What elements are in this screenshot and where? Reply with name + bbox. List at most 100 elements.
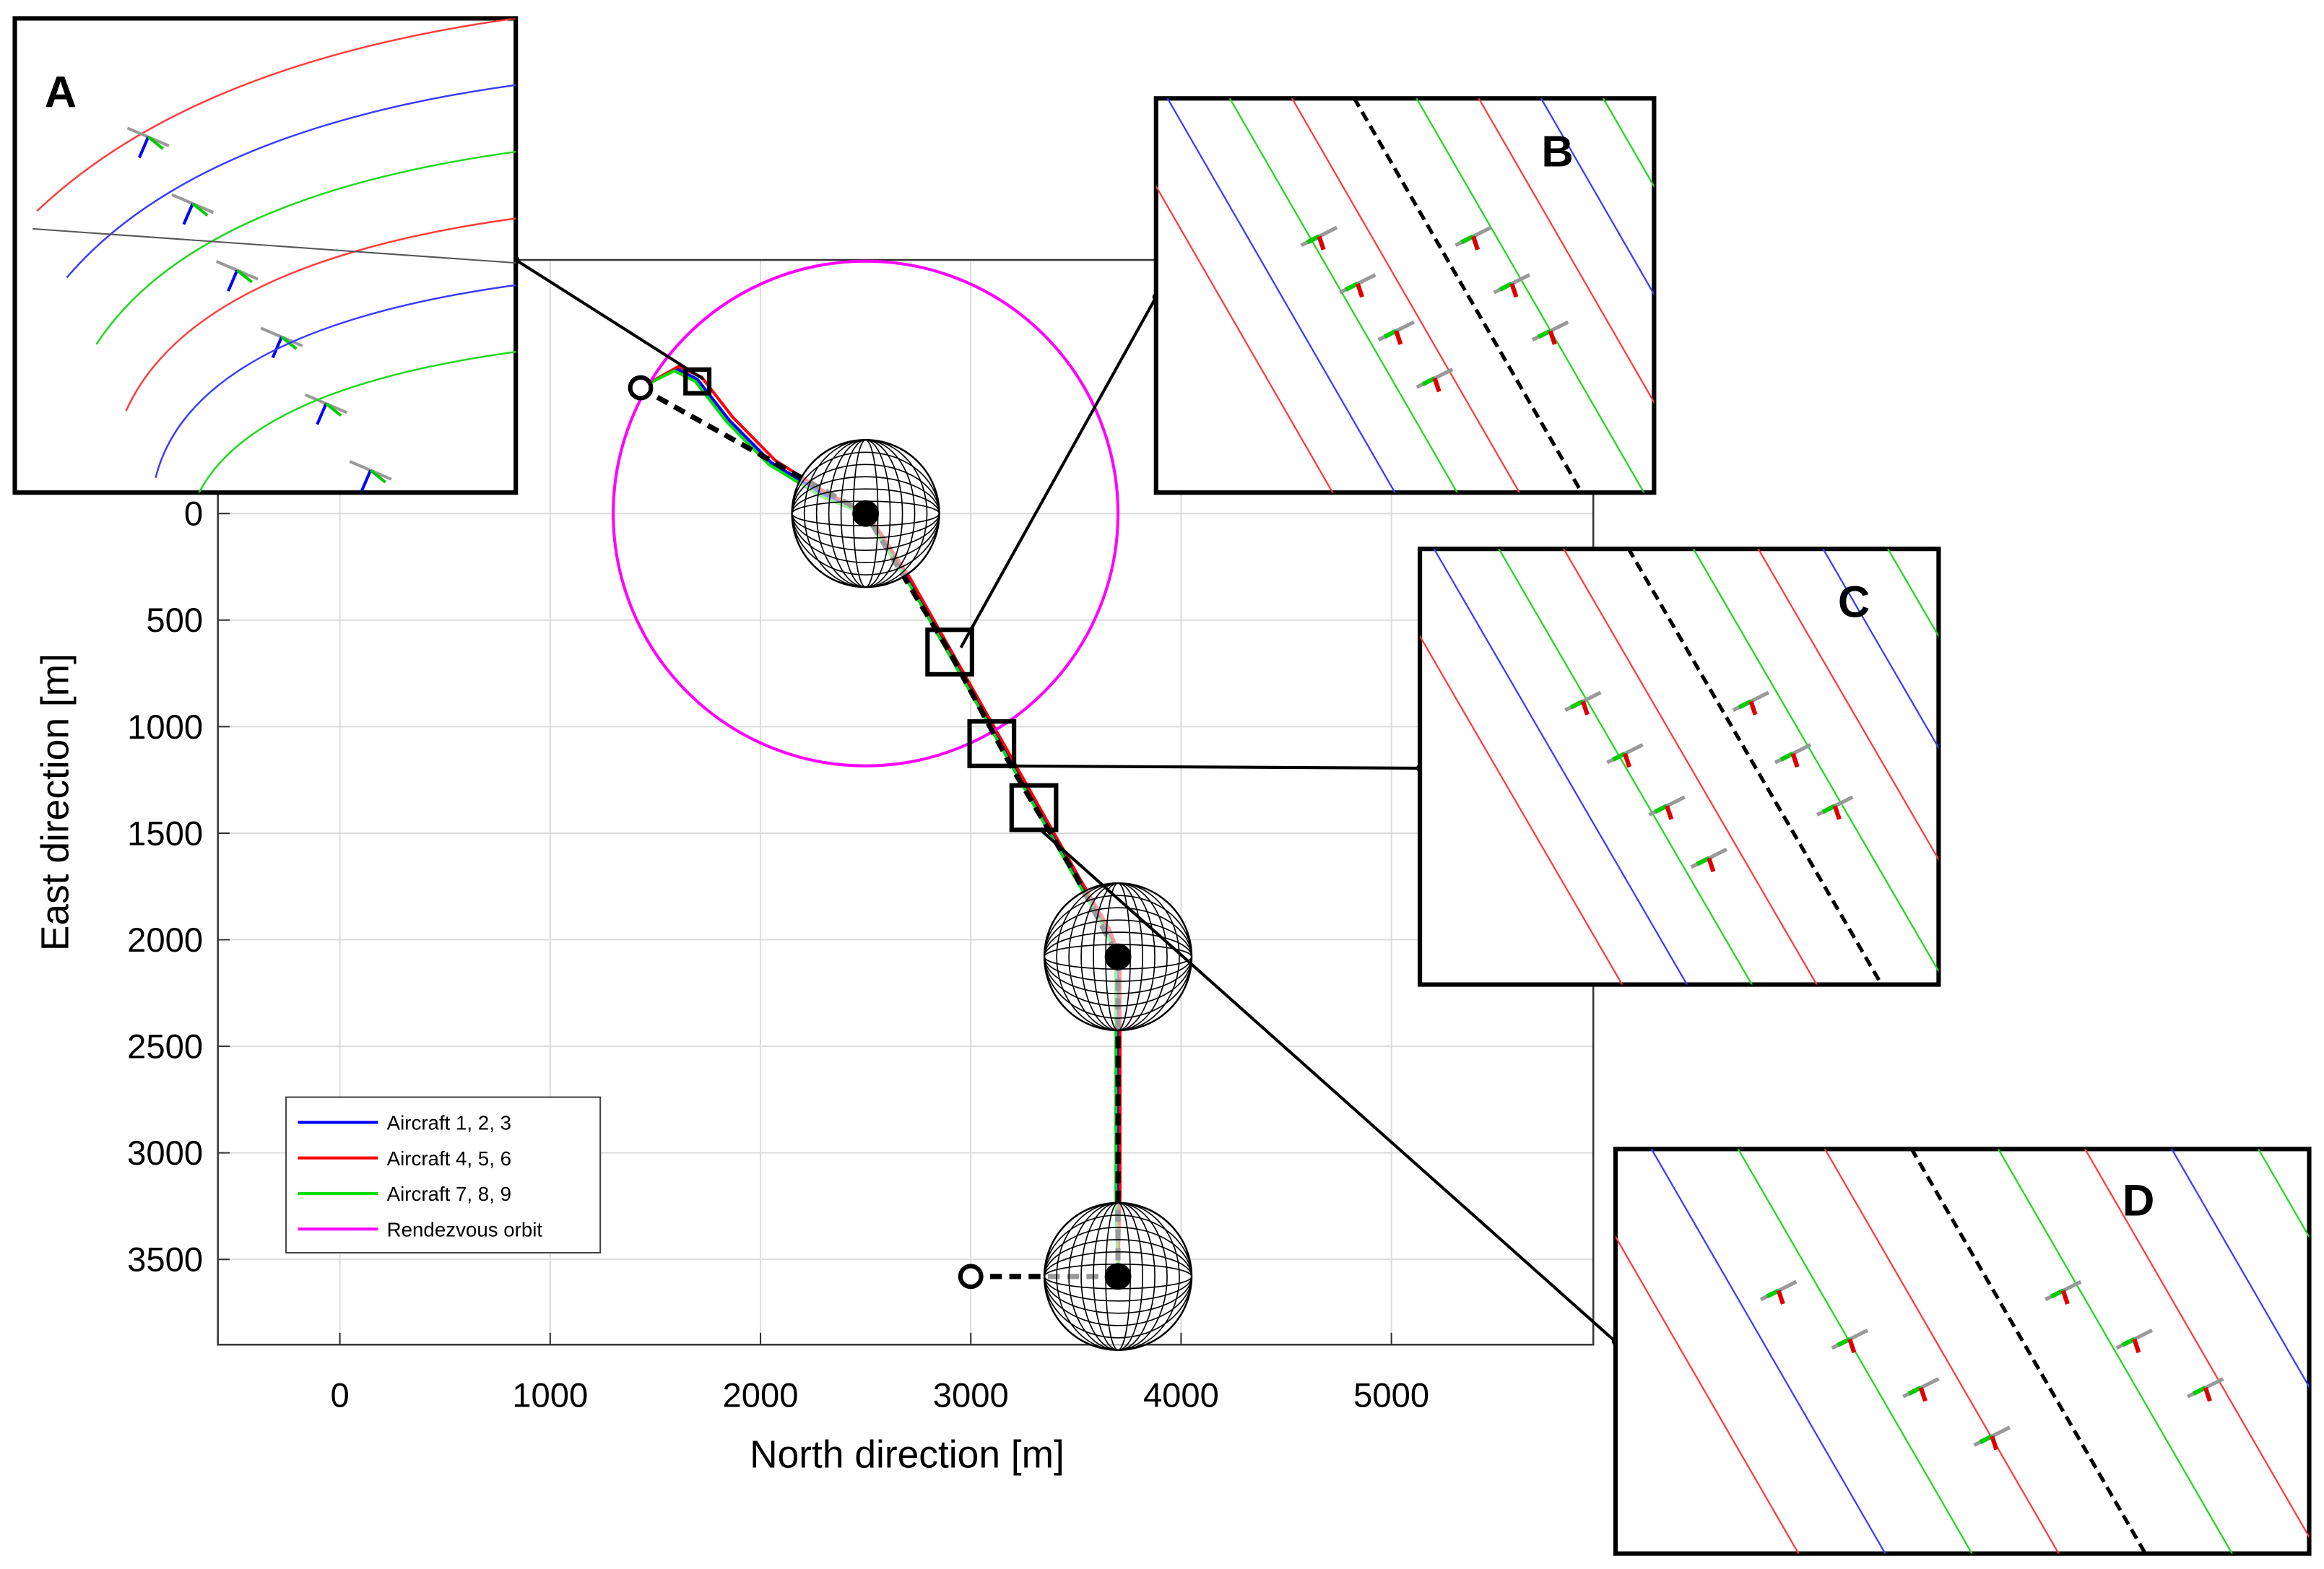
inset-frame <box>1613 1147 2312 1556</box>
inset-trajectory <box>198 351 516 493</box>
inset-aircraft <box>1973 1425 2011 1451</box>
inset-trajectory <box>1822 549 1939 749</box>
inset-aircraft <box>1415 368 1454 393</box>
inset-trajectory <box>155 284 516 478</box>
sphere-parallel <box>791 451 940 575</box>
inset-trajectory <box>1352 98 1584 493</box>
zoom-box <box>683 367 712 396</box>
heading <box>1355 282 1364 298</box>
sphere-meridian <box>1056 1202 1180 1351</box>
inset-content <box>1420 549 1939 985</box>
inset-trajectory <box>1156 184 1334 493</box>
heading <box>138 136 150 159</box>
y-tick-label: 2500 <box>127 1027 203 1066</box>
heading <box>1776 1290 1785 1305</box>
x-tick-label: 3000 <box>933 1376 1009 1414</box>
inset-trajectory <box>66 84 516 279</box>
heading <box>1623 752 1632 768</box>
inset-trajectory <box>1562 549 1818 985</box>
inset-trajectory <box>2257 1149 2310 1239</box>
inset-trajectory <box>1540 98 1655 296</box>
inset-trajectory <box>1886 549 1939 638</box>
inset-trajectory <box>1478 98 1655 404</box>
inset-aircraft <box>171 193 214 225</box>
heading <box>1847 1338 1857 1354</box>
inset-trajectory <box>1650 1149 1886 1554</box>
inset-panel: C <box>1418 547 1941 987</box>
inset-aircraft <box>1732 690 1770 716</box>
rendezvous-orbit <box>612 259 1120 768</box>
inset-aircraft <box>349 460 392 492</box>
inset-trajectory <box>2084 1149 2310 1539</box>
heading <box>1665 805 1674 820</box>
heading <box>1707 857 1716 873</box>
inset-label: A <box>45 68 77 118</box>
start-end-marker <box>628 375 654 401</box>
zoom-box <box>925 627 974 677</box>
heading <box>316 403 328 425</box>
heading <box>360 469 372 492</box>
heading <box>182 203 194 225</box>
inset-aircraft <box>2187 1377 2224 1402</box>
x-tick-label: 0 <box>330 1376 349 1414</box>
inset-aircraft <box>2045 1279 2082 1305</box>
legend-label: Rendezvous orbit <box>387 1218 543 1240</box>
zoom-arrow <box>959 296 1158 648</box>
inset-frame <box>1418 547 1941 987</box>
inset-trajectory <box>2170 1149 2310 1389</box>
inset-trajectory <box>1433 549 1688 985</box>
inset-panel: A <box>12 16 519 495</box>
waypoint-sphere <box>791 439 940 588</box>
heading <box>1832 805 1842 820</box>
inset-trajectory <box>1166 98 1396 493</box>
x-tick-label: 5000 <box>1353 1376 1429 1414</box>
inset-aircraft <box>1690 847 1728 873</box>
inset-aircraft <box>1493 273 1531 298</box>
waypoint-center <box>852 500 880 527</box>
inset-panel: B <box>1153 96 1657 495</box>
heading <box>1918 1386 1928 1402</box>
waypoint-sphere <box>1043 1201 1193 1351</box>
inset-label: B <box>1541 127 1573 177</box>
inset-aircraft <box>1339 273 1376 298</box>
inset-aircraft <box>1454 225 1492 251</box>
inset-content <box>32 18 516 493</box>
heading <box>1548 330 1557 345</box>
inset-aircraft <box>1300 225 1338 251</box>
inset-aircraft <box>1531 320 1569 345</box>
y-axis-label: East direction [m] <box>34 653 77 951</box>
inset-trajectory <box>1824 1149 2060 1554</box>
heading <box>1748 700 1758 716</box>
inset-trajectory <box>1291 98 1521 493</box>
inset-content <box>1616 1149 2310 1554</box>
inset-aircraft <box>1606 743 1644 768</box>
sphere-meridian <box>803 439 928 588</box>
heading <box>2203 1386 2212 1402</box>
inset-trajectory <box>1420 634 1623 985</box>
heading <box>271 336 283 359</box>
inset-trajectory <box>1997 1149 2234 1554</box>
x-axis-label: North direction [m] <box>750 1434 1065 1477</box>
waypoint-sphere <box>1043 882 1193 1032</box>
heading <box>1432 377 1441 393</box>
inset-aircraft <box>1902 1377 1940 1402</box>
sphere-parallel <box>1044 895 1192 1019</box>
inset-aircraft <box>1377 320 1415 345</box>
x-tick-label: 1000 <box>512 1376 588 1414</box>
inset-trajectory <box>125 217 516 412</box>
inset-aircraft <box>304 393 348 425</box>
legend-label: Aircraft 1, 2, 3 <box>387 1112 511 1134</box>
inset-label: D <box>2123 1176 2154 1226</box>
zoom-arrow <box>515 258 704 381</box>
inset-trajectory <box>1616 1235 1800 1554</box>
inset-guide <box>32 227 516 264</box>
zoom-arrow <box>1039 828 1617 1343</box>
zoom-arrow <box>998 764 1421 770</box>
heading <box>1990 1435 1999 1451</box>
heading <box>227 269 239 292</box>
y-tick-label: 2000 <box>127 921 203 960</box>
inset-trajectory <box>1602 98 1655 188</box>
zoom-box <box>967 719 1017 768</box>
